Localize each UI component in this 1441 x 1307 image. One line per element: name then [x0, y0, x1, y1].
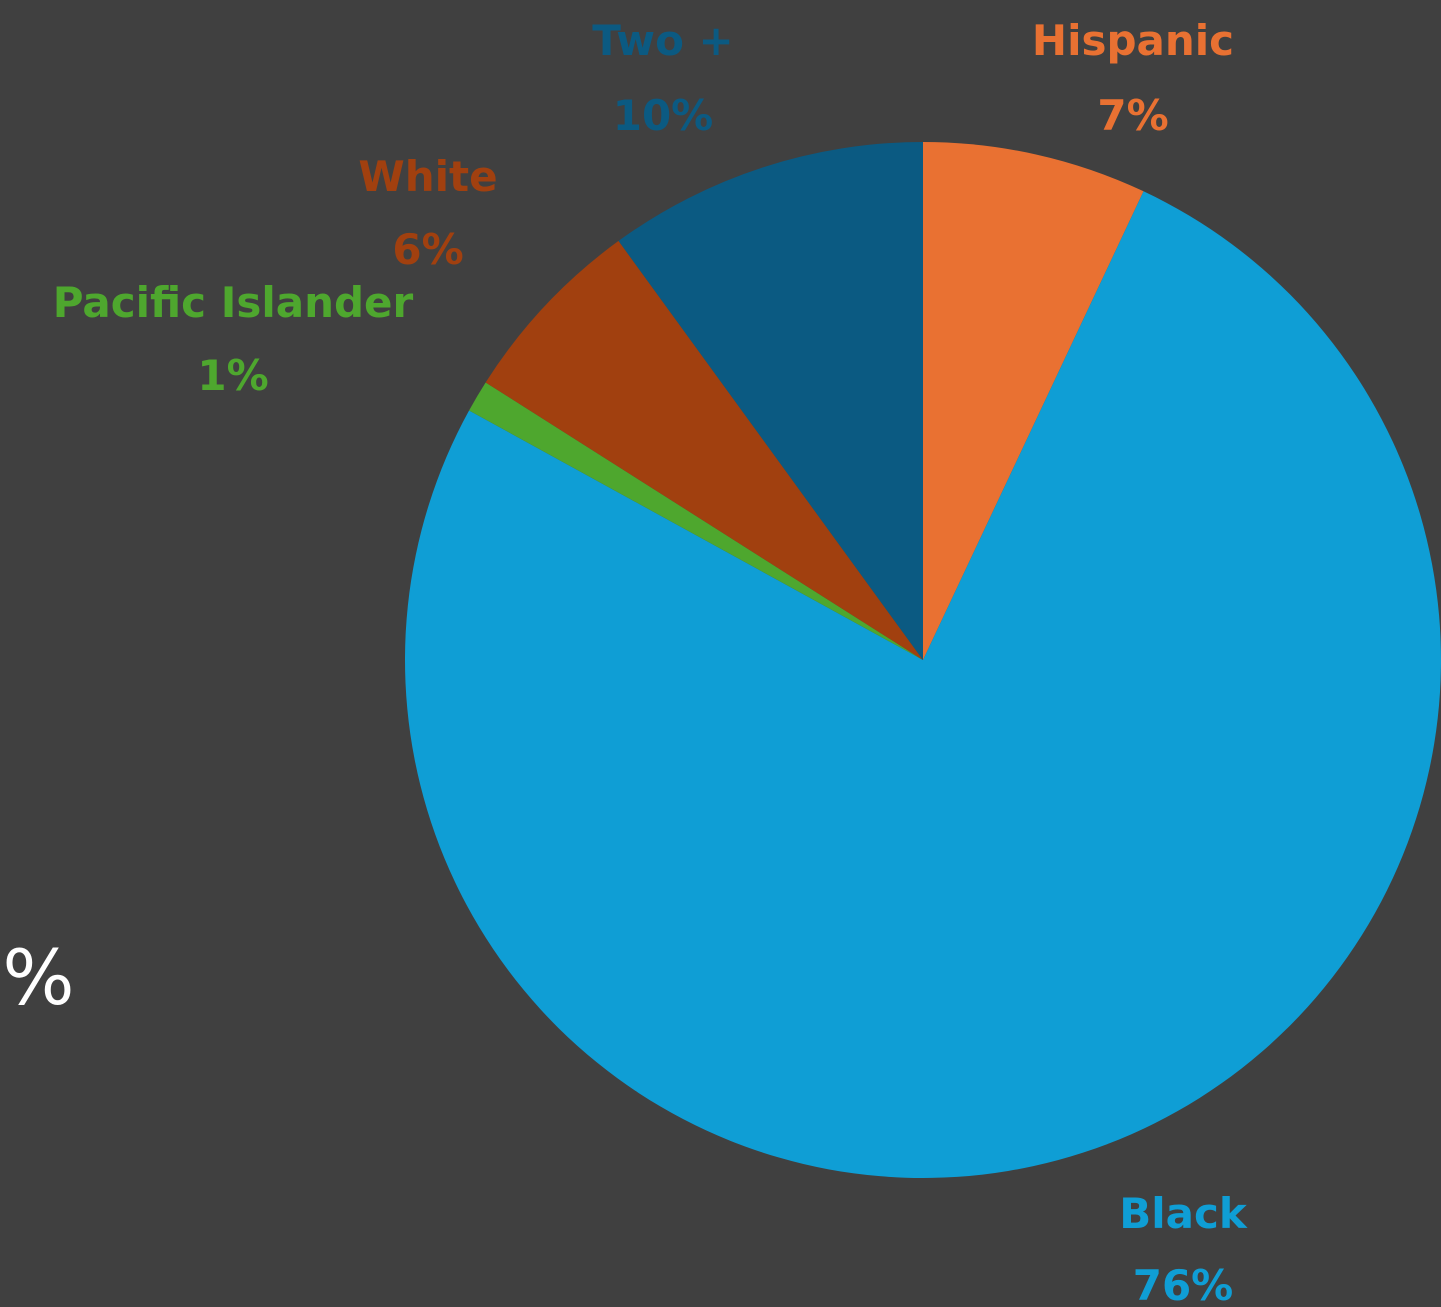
slice-label-white: White	[358, 152, 497, 201]
slice-value-pacific-islander: 1%	[197, 351, 268, 400]
slice-label-hispanic: Hispanic	[1032, 16, 1234, 65]
slice-label-black: Black	[1119, 1189, 1248, 1238]
slice-value-hispanic: 7%	[1097, 91, 1168, 140]
slice-value-two: 10%	[613, 91, 714, 140]
slice-value-white: 6%	[392, 225, 463, 274]
pie-slice-black	[404, 191, 1441, 1179]
slice-label-two: Two +	[592, 16, 734, 65]
slice-value-black: 76%	[1133, 1261, 1234, 1307]
pie-slice-white	[485, 240, 923, 660]
partial-percentage-text: 9%	[0, 933, 75, 1022]
pie-slice-two	[618, 142, 923, 660]
pie-slice-pacific-islander	[469, 382, 923, 660]
slice-label-pacific-islander: Pacific Islander	[53, 278, 414, 327]
pie-slice-hispanic	[923, 142, 1144, 660]
